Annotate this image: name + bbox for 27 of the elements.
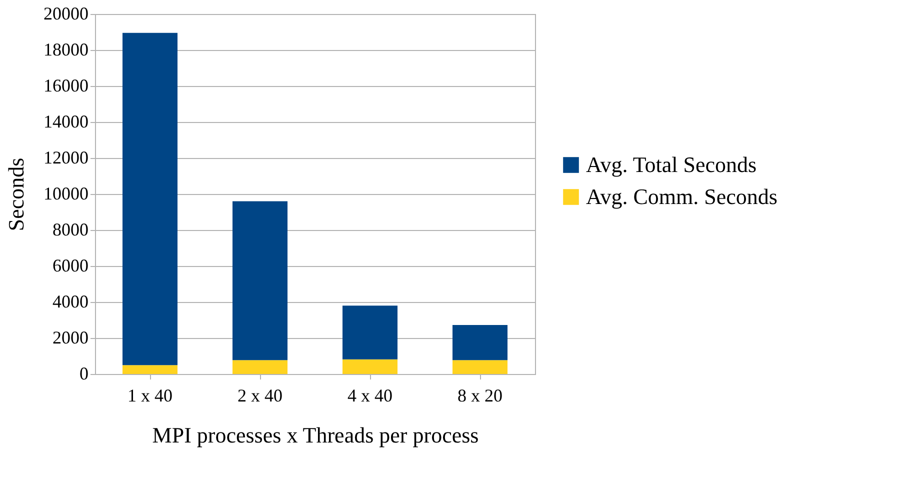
bar xyxy=(122,32,178,366)
y-tick-label: 12000 xyxy=(44,148,88,168)
y-tick-label: 0 xyxy=(80,364,88,384)
y-tick-label: 14000 xyxy=(44,112,88,132)
bar xyxy=(232,201,288,360)
bar xyxy=(342,306,398,360)
bar xyxy=(342,359,398,374)
y-axis-title: Seconds xyxy=(4,158,28,232)
bar xyxy=(452,360,508,374)
bar xyxy=(452,325,508,360)
x-tick-label: 8 x 20 xyxy=(458,386,502,406)
y-tick-label: 18000 xyxy=(44,40,88,60)
y-tick-label: 20000 xyxy=(44,4,88,24)
y-tick-label: 16000 xyxy=(44,76,88,96)
legend-label: Avg. Comm. Seconds xyxy=(586,184,778,209)
y-tick-label: 6000 xyxy=(52,256,88,276)
y-tick-label: 2000 xyxy=(52,328,88,348)
y-tick-label: 10000 xyxy=(44,184,88,204)
x-tick-label: 2 x 40 xyxy=(238,386,282,406)
bar xyxy=(232,360,288,374)
y-tick-label: 8000 xyxy=(52,220,88,240)
bar xyxy=(122,365,178,374)
x-axis-title: MPI processes x Threads per process xyxy=(152,422,479,448)
y-tick-label: 4000 xyxy=(52,292,88,312)
x-tick-label: 1 x 40 xyxy=(128,386,172,406)
x-tick-label: 4 x 40 xyxy=(348,386,392,406)
legend-label: Avg. Total Seconds xyxy=(586,152,757,177)
